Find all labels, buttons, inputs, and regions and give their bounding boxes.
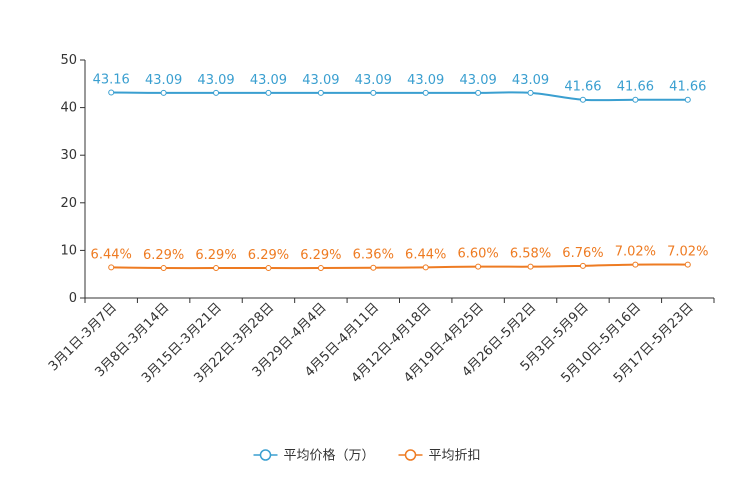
data-point[interactable] [684, 96, 691, 103]
data-label: 41.66 [669, 80, 706, 95]
legend-marker-icon [259, 449, 272, 461]
legend-item-0[interactable]: 平均价格（万） [253, 448, 375, 464]
data-point[interactable] [579, 96, 586, 103]
data-label: 6.44% [405, 247, 446, 262]
series-line-1 [111, 263, 688, 270]
legend-marker-icon [404, 449, 417, 461]
data-label: 6.29% [143, 248, 184, 263]
data-label: 7.02% [667, 245, 708, 260]
y-tick-label: 20 [60, 196, 77, 211]
data-labels: 43.16 43.09 43.09 43.09 43.09 43.09 43.09 43.09… [91, 73, 709, 264]
data-label: 43.09 [250, 73, 287, 88]
data-label: 43.09 [302, 73, 339, 88]
data-label: 6.36% [353, 248, 394, 263]
data-point[interactable] [370, 264, 377, 271]
data-label: 43.16 [93, 73, 130, 88]
data-label: 43.09 [460, 73, 497, 88]
data-label: 7.02% [615, 245, 656, 260]
data-point[interactable] [527, 263, 534, 270]
data-label: 6.44% [91, 247, 132, 262]
legend-label: 平均价格（万） [284, 448, 375, 464]
data-point[interactable] [579, 262, 586, 269]
data-label: 43.09 [407, 73, 444, 88]
y-tick-label: 50 [60, 53, 77, 68]
data-point[interactable] [265, 265, 272, 272]
data-label: 6.60% [457, 247, 498, 262]
data-point[interactable] [422, 264, 429, 271]
data-label: 41.66 [617, 80, 654, 95]
data-point[interactable] [213, 265, 220, 272]
y-tick-label: 10 [60, 243, 77, 258]
data-label: 43.09 [145, 73, 182, 88]
data-label: 6.58% [510, 247, 551, 262]
axes: 010203040503月1日-3月7日3月8日-3月14日3月15日-3月21… [46, 53, 715, 386]
y-tick-label: 40 [60, 101, 77, 116]
data-point[interactable] [317, 89, 324, 96]
data-point[interactable] [684, 261, 691, 268]
data-point[interactable] [370, 89, 377, 96]
data-point[interactable] [475, 263, 482, 270]
data-point[interactable] [422, 89, 429, 96]
data-point[interactable] [632, 96, 639, 103]
data-label: 43.09 [512, 73, 549, 88]
data-point[interactable] [213, 89, 220, 96]
legend[interactable]: 平均价格（万） 平均折扣 [253, 448, 481, 464]
series-layer [108, 89, 691, 272]
data-label: 6.29% [300, 248, 341, 263]
y-tick-label: 0 [69, 291, 77, 306]
data-label: 6.29% [195, 248, 236, 263]
data-label: 6.29% [248, 248, 289, 263]
data-point[interactable] [108, 264, 115, 271]
data-point[interactable] [160, 89, 167, 96]
data-point[interactable] [632, 261, 639, 268]
data-label: 41.66 [564, 80, 601, 95]
series-line-0 [111, 91, 688, 102]
data-label: 43.09 [197, 73, 234, 88]
legend-label: 平均折扣 [429, 449, 481, 464]
data-point[interactable] [108, 89, 115, 96]
data-point[interactable] [527, 89, 534, 96]
data-point[interactable] [475, 89, 482, 96]
data-label: 43.09 [355, 73, 392, 88]
legend-item-1[interactable]: 平均折扣 [398, 449, 481, 464]
data-point[interactable] [317, 265, 324, 272]
data-point[interactable] [265, 89, 272, 96]
data-label: 6.76% [562, 246, 603, 261]
y-tick-label: 30 [60, 148, 77, 163]
data-point[interactable] [160, 265, 167, 272]
